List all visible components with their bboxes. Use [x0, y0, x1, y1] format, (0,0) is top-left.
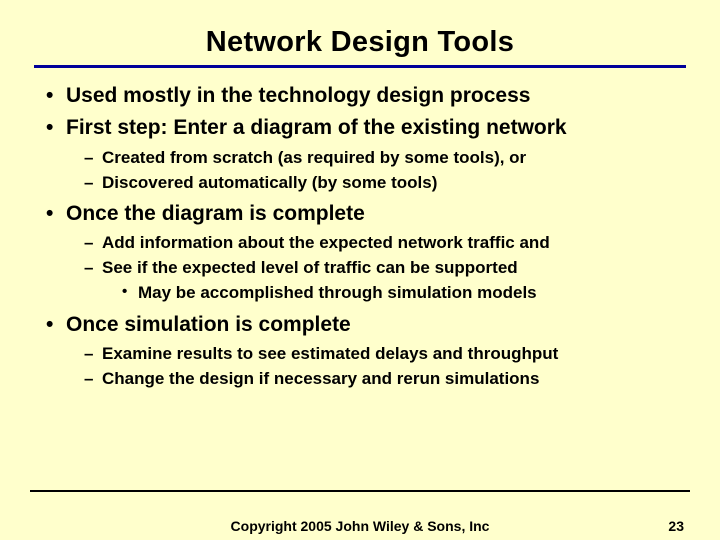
slide-content: Used mostly in the technology design pro… [34, 82, 686, 390]
bullet-group: Created from scratch (as required by som… [40, 147, 680, 194]
bullet-lvl2: Discovered automatically (by some tools) [40, 172, 680, 194]
bullet-group: Add information about the expected netwo… [40, 232, 680, 304]
bullet-lvl2: Examine results to see estimated delays … [40, 343, 680, 365]
bullet-lvl2: Add information about the expected netwo… [40, 232, 680, 254]
page-number: 23 [668, 518, 684, 534]
title-block: Network Design Tools [34, 26, 686, 68]
bullet-lvl2: See if the expected level of traffic can… [40, 257, 680, 279]
bullet-lvl2: Created from scratch (as required by som… [40, 147, 680, 169]
slide-title: Network Design Tools [34, 26, 686, 59]
bullet-group: Examine results to see estimated delays … [40, 343, 680, 390]
slide: Network Design Tools Used mostly in the … [0, 0, 720, 540]
bullet-lvl1: Once simulation is complete [40, 311, 680, 339]
copyright-text: Copyright 2005 John Wiley & Sons, Inc [0, 518, 720, 534]
bullet-lvl1: Used mostly in the technology design pro… [40, 82, 680, 110]
bullet-lvl2: Change the design if necessary and rerun… [40, 368, 680, 390]
bullet-lvl1: First step: Enter a diagram of the exist… [40, 114, 680, 142]
bullet-lvl3: May be accomplished through simulation m… [40, 282, 680, 304]
footer-divider [30, 490, 690, 492]
bullet-lvl1: Once the diagram is complete [40, 200, 680, 228]
